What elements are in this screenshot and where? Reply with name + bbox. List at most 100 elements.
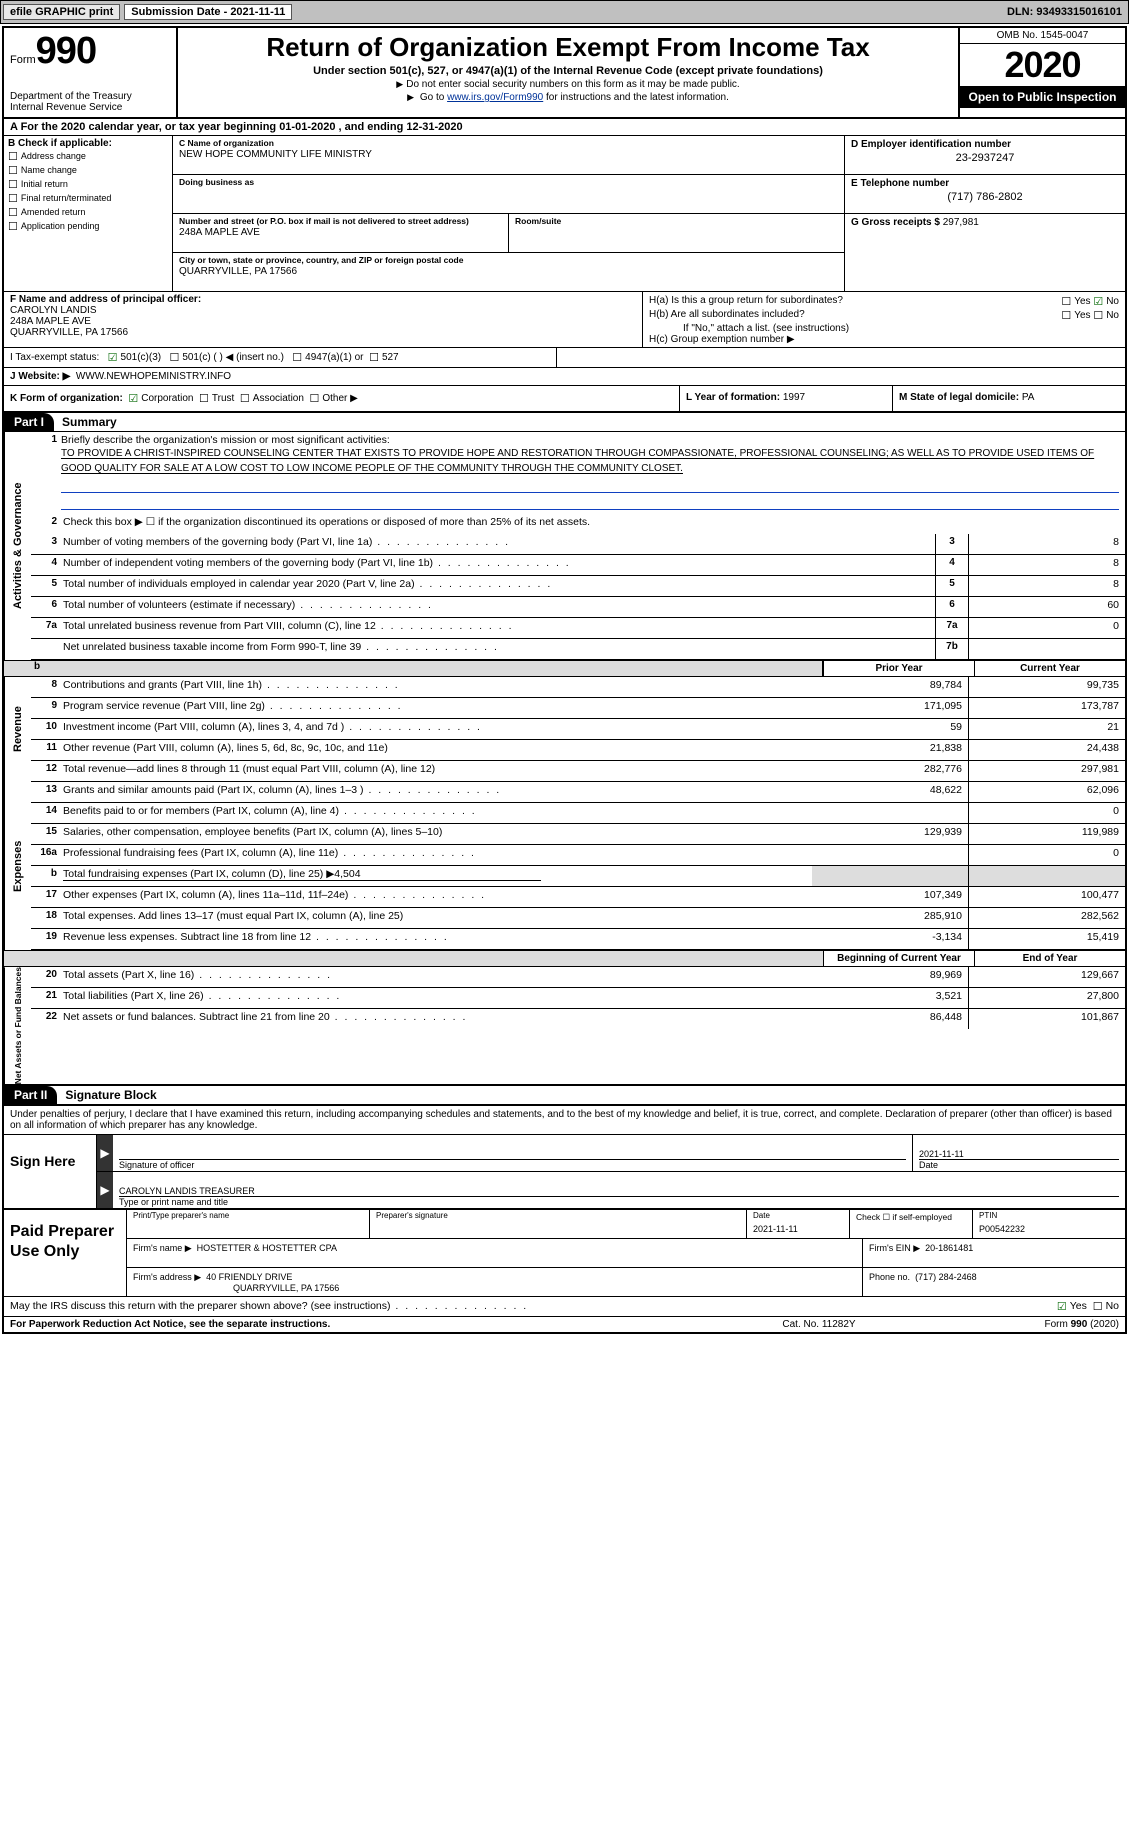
sign-here-grid: Sign Here ▶ Signature of officer 2021-11… xyxy=(4,1134,1125,1208)
city-value: QUARRYVILLE, PA 17566 xyxy=(179,266,838,277)
line-8-text: Contributions and grants (Part VIII, lin… xyxy=(61,677,812,697)
line-12-text: Total revenue—add lines 8 through 11 (mu… xyxy=(61,761,812,781)
gross-value: 297,981 xyxy=(943,217,979,228)
may-irs-yes[interactable]: Yes xyxy=(1057,1300,1087,1312)
line-16a-prior xyxy=(812,845,969,865)
prep-date-value: 2021-11-11 xyxy=(753,1224,843,1234)
chk-amended-return[interactable]: Amended return xyxy=(8,206,168,219)
officer-signature-cell[interactable]: Signature of officer xyxy=(113,1135,913,1171)
line-9-curr: 173,787 xyxy=(969,698,1125,718)
street-value: 248A MAPLE AVE xyxy=(179,227,502,238)
prep-sig-cell[interactable]: Preparer's signature xyxy=(370,1210,747,1238)
end-year-hdr: End of Year xyxy=(974,951,1125,966)
mission-block: Briefly describe the organization's miss… xyxy=(61,432,1125,514)
activities-governance: Activities & Governance 1 Briefly descri… xyxy=(4,432,1125,660)
line-11-prior: 21,838 xyxy=(812,740,969,760)
chk-final-return[interactable]: Final return/terminated xyxy=(8,192,168,205)
chk-application-pending[interactable]: Application pending xyxy=(8,220,168,233)
org-name-value: NEW HOPE COMMUNITY LIFE MINISTRY xyxy=(179,149,838,160)
line-7b-box: 7b xyxy=(935,639,969,659)
gross-receipts-box: G Gross receipts $ 297,981 xyxy=(845,214,1125,252)
revenue-section: Revenue 8Contributions and grants (Part … xyxy=(4,677,1125,782)
Ha-yes[interactable]: Yes xyxy=(1061,296,1090,307)
Ha-no[interactable]: No xyxy=(1093,296,1119,307)
street-box: Number and street (or P.O. box if mail i… xyxy=(173,214,508,253)
prep-name-cell[interactable]: Print/Type preparer's name xyxy=(127,1210,370,1238)
firm-ein-label: Firm's EIN ▶ xyxy=(869,1243,920,1253)
chk-corp[interactable]: Corporation xyxy=(128,393,193,404)
line-5-box: 5 xyxy=(935,576,969,596)
section-Hc-right xyxy=(557,348,1125,367)
line-7a-num: 7a xyxy=(31,618,61,638)
officer-street: 248A MAPLE AVE xyxy=(10,316,636,327)
line-20-curr: 129,667 xyxy=(969,967,1125,987)
chk-527[interactable]: 527 xyxy=(369,352,399,363)
line-3-text: Number of voting members of the governin… xyxy=(61,534,935,554)
line-6-text: Total number of volunteers (estimate if … xyxy=(61,597,935,617)
line-7a-box: 7a xyxy=(935,618,969,638)
balance-col-header: Beginning of Current Year End of Year xyxy=(4,950,1125,967)
chk-501c3[interactable]: 501(c)(3) xyxy=(108,352,161,363)
line-8-prior: 89,784 xyxy=(812,677,969,697)
firm-name-cell: Firm's name ▶ HOSTETTER & HOSTETTER CPA xyxy=(127,1239,863,1267)
chk-4947[interactable]: 4947(a)(1) or xyxy=(292,352,363,363)
goto-pre: Go to xyxy=(420,92,447,103)
firm-phone-cell: Phone no. (717) 284-2468 xyxy=(863,1268,1125,1296)
efile-graphic-label: efile GRAPHIC print xyxy=(3,4,120,20)
line-22-text: Net assets or fund balances. Subtract li… xyxy=(61,1009,812,1029)
line-8-curr: 99,735 xyxy=(969,677,1125,697)
may-irs-no[interactable]: No xyxy=(1093,1300,1119,1312)
line-15-prior: 129,939 xyxy=(812,824,969,844)
part-I-title: Summary xyxy=(62,415,117,429)
tax-exempt-status: I Tax-exempt status: 501(c)(3) 501(c) ( … xyxy=(4,348,557,367)
chk-other[interactable]: Other ▶ xyxy=(309,393,357,404)
line-1-num: 1 xyxy=(31,432,61,514)
Hb-no[interactable]: No xyxy=(1093,310,1119,321)
line-9-prior: 171,095 xyxy=(812,698,969,718)
line-16b-curr xyxy=(969,866,1125,886)
chk-assoc[interactable]: Association xyxy=(240,393,304,404)
line-4-box: 4 xyxy=(935,555,969,575)
row-KLM: K Form of organization: Corporation Trus… xyxy=(4,386,1125,413)
line-18-text: Total expenses. Add lines 13–17 (must eq… xyxy=(61,908,812,928)
line-10-prior: 59 xyxy=(812,719,969,739)
ptin-value: P00542232 xyxy=(979,1224,1119,1234)
part-I-header: Part I Summary xyxy=(4,413,1125,431)
firm-addr1: 40 FRIENDLY DRIVE xyxy=(206,1272,292,1282)
suite-box: Room/suite xyxy=(508,214,844,253)
chk-address-change[interactable]: Address change xyxy=(8,150,168,163)
firm-name-value: HOSTETTER & HOSTETTER CPA xyxy=(197,1243,337,1253)
line-4-text: Number of independent voting members of … xyxy=(61,555,935,575)
firm-phone-value: (717) 284-2468 xyxy=(915,1272,977,1282)
Hc-label: H(c) Group exemption number ▶ xyxy=(649,334,1119,345)
submission-date-box: Submission Date - 2021-11-11 xyxy=(124,4,292,20)
irs-link[interactable]: www.irs.gov/Form990 xyxy=(447,92,543,103)
website-value: WWW.NEWHOPEMINISTRY.INFO xyxy=(76,371,231,382)
Hb-yes[interactable]: Yes xyxy=(1061,310,1090,321)
K-label: K Form of organization: xyxy=(10,393,123,404)
firm-addr2: QUARRYVILLE, PA 17566 xyxy=(133,1283,339,1293)
chk-initial-return[interactable]: Initial return xyxy=(8,178,168,191)
line-6-num: 6 xyxy=(31,597,61,617)
begin-year-hdr: Beginning of Current Year xyxy=(823,951,974,966)
chk-501c[interactable]: 501(c) ( ) ◀ (insert no.) xyxy=(169,352,283,363)
prep-name-label: Print/Type preparer's name xyxy=(133,1211,229,1220)
line-10-curr: 21 xyxy=(969,719,1125,739)
line-12-curr: 297,981 xyxy=(969,761,1125,781)
line-13-curr: 62,096 xyxy=(969,782,1125,802)
prior-year-hdr: Prior Year xyxy=(823,661,974,676)
chk-name-change[interactable]: Name change xyxy=(8,164,168,177)
state-domicile: M State of legal domicile: PA xyxy=(892,386,1125,411)
M-value: PA xyxy=(1022,392,1035,403)
firm-ein-cell: Firm's EIN ▶ 20-1861481 xyxy=(863,1239,1125,1267)
paid-preparer-grid: Paid Preparer Use Only Print/Type prepar… xyxy=(4,1208,1125,1296)
chk-trust[interactable]: Trust xyxy=(199,393,234,404)
F-label: F Name and address of principal officer: xyxy=(10,294,636,305)
section-B-checkboxes: B Check if applicable: Address change Na… xyxy=(4,136,173,291)
firm-phone-label: Phone no. xyxy=(869,1272,910,1282)
section-F-officer: F Name and address of principal officer:… xyxy=(4,292,643,347)
line-14-prior xyxy=(812,803,969,823)
self-employed-cell[interactable]: Check ☐ if self-employed xyxy=(850,1210,973,1238)
line-10-text: Investment income (Part VIII, column (A)… xyxy=(61,719,812,739)
net-assets-section: Net Assets or Fund Balances 20Total asse… xyxy=(4,967,1125,1084)
